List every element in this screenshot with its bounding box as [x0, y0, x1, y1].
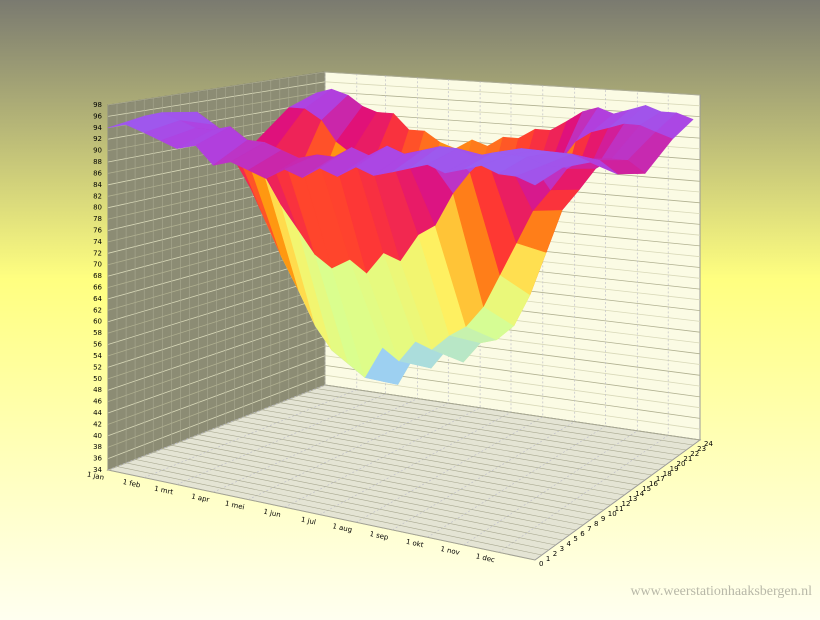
y-tick-label: 72: [93, 249, 102, 257]
grid-line: [143, 99, 563, 541]
y-tick-label: 54: [93, 352, 102, 360]
y-tick-label: 62: [93, 306, 102, 314]
z-tick-label: 9: [601, 515, 605, 523]
surface: [107, 88, 694, 385]
z-tick-label: 7: [587, 525, 591, 533]
y-tick-label: 74: [93, 238, 102, 246]
grid-line: [152, 98, 570, 536]
grid-line: [125, 102, 549, 551]
y-tick-label: 50: [93, 375, 102, 383]
y-tick-label: 96: [93, 112, 102, 120]
y-tick-label: 34: [93, 466, 102, 474]
y-tick-label: 70: [93, 261, 102, 269]
z-tick-label: 20: [677, 460, 686, 468]
z-tick-label: 24: [704, 440, 713, 448]
x-tick-label: 1 aug: [332, 522, 353, 534]
z-tick-label: 11: [615, 505, 624, 513]
grid-line: [198, 91, 604, 511]
z-tick-label: 19: [670, 465, 679, 473]
y-tick-label: 78: [93, 215, 102, 223]
y-tick-label: 94: [93, 124, 102, 132]
y-tick-label: 38: [93, 443, 102, 451]
z-tick-label: 14: [635, 490, 644, 498]
x-tick-label: 1 mei: [224, 500, 245, 512]
z-tick-label: 12: [622, 500, 631, 508]
y-tick-label: 44: [93, 409, 102, 417]
y-tick-label: 76: [93, 226, 102, 234]
x-tick-label: 1 mrt: [153, 485, 174, 497]
grid-line: [234, 85, 632, 491]
y-tick-label: 46: [93, 398, 102, 406]
z-tick-label: 1: [546, 555, 550, 563]
z-tick-label: 8: [594, 520, 598, 528]
grid-line: [189, 92, 597, 516]
grid-line: [243, 84, 639, 486]
x-tick-label: 1 sep: [369, 530, 390, 542]
y-tick-label: 52: [93, 363, 102, 371]
grid-line: [225, 87, 625, 496]
grid-line: [134, 100, 556, 546]
y-tick-label: 36: [93, 455, 102, 463]
z-tick-label: 17: [656, 475, 665, 483]
y-tick-label: 58: [93, 329, 102, 337]
y-tick-label: 48: [93, 386, 102, 394]
y-tick-label: 80: [93, 204, 102, 212]
grid-line: [107, 105, 536, 561]
grid-line: [207, 89, 611, 506]
y-tick-label: 92: [93, 135, 102, 143]
y-tick-label: 82: [93, 192, 102, 200]
z-tick-label: 0: [539, 560, 543, 568]
z-tick-label: 4: [567, 540, 572, 548]
z-tick-label: 10: [608, 510, 617, 518]
y-tick-label: 86: [93, 169, 102, 177]
x-tick-label: 1 apr: [191, 492, 211, 504]
z-tick-label: 22: [690, 450, 699, 458]
z-tick-label: 13: [628, 495, 637, 503]
y-tick-label: 84: [93, 181, 102, 189]
z-tick-label: 23: [697, 445, 706, 453]
grid-line: [162, 96, 577, 531]
z-tick-label: 2: [553, 550, 557, 558]
z-tick-label: 6: [580, 530, 585, 538]
y-tick-label: 42: [93, 420, 102, 428]
grid-line: [180, 94, 591, 521]
x-tick-label: 1 okt: [405, 538, 424, 550]
y-tick-label: 68: [93, 272, 102, 280]
surface-cell: [515, 164, 563, 186]
z-tick-label: 15: [642, 485, 651, 493]
watermark: www.weerstationhaaksbergen.nl: [630, 584, 812, 599]
y-tick-label: 66: [93, 284, 102, 292]
z-tick-label: 18: [663, 470, 672, 478]
y-tick-label: 60: [93, 318, 102, 326]
x-tick-label: 1 jul: [300, 516, 316, 527]
y-tick-label: 88: [93, 158, 102, 166]
labels: 3436384042444648505254565860626466687072…: [86, 101, 713, 568]
grid-line: [116, 103, 542, 556]
grid-line: [171, 95, 584, 526]
y-tick-label: 40: [93, 432, 102, 440]
grid-line: [216, 88, 618, 501]
y-tick-label: 64: [93, 295, 102, 303]
x-tick-label: 1 nov: [440, 545, 461, 557]
x-tick-label: 1 dec: [475, 552, 496, 564]
x-tick-label: 1 jun: [263, 508, 282, 519]
z-tick-label: 5: [573, 535, 577, 543]
z-tick-label: 16: [649, 480, 658, 488]
x-tick-label: 1 feb: [122, 478, 142, 490]
x-tick-label: 1 jan: [86, 470, 105, 481]
y-tick-label: 90: [93, 147, 102, 155]
y-tick-label: 98: [93, 101, 102, 109]
y-tick-label: 56: [93, 341, 102, 349]
z-tick-label: 3: [560, 545, 564, 553]
z-tick-label: 21: [683, 455, 692, 463]
